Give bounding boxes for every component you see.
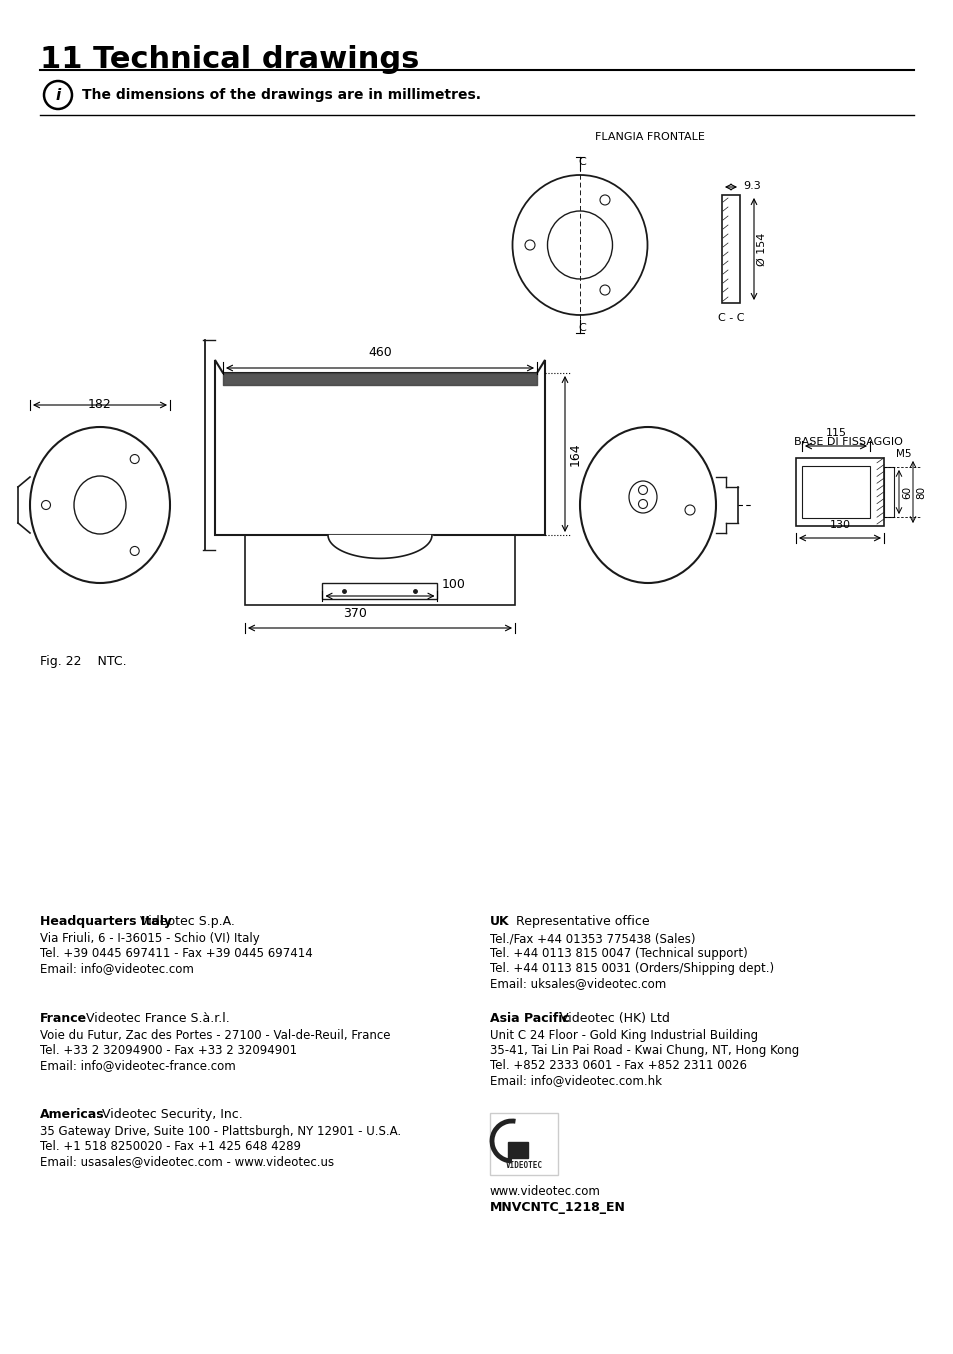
Text: Email: info@videotec.com: Email: info@videotec.com bbox=[40, 961, 193, 975]
Bar bbox=[490, 1113, 558, 1175]
Text: Tel. +852 2333 0601 - Fax +852 2311 0026: Tel. +852 2333 0601 - Fax +852 2311 0026 bbox=[490, 1059, 746, 1072]
Text: Email: usasales@videotec.com - www.videotec.us: Email: usasales@videotec.com - www.video… bbox=[40, 1155, 334, 1169]
Text: BASE DI FISSAGGIO: BASE DI FISSAGGIO bbox=[793, 437, 902, 447]
Text: Voie du Futur, Zac des Portes - 27100 - Val-de-Reuil, France: Voie du Futur, Zac des Portes - 27100 - … bbox=[40, 1029, 390, 1043]
Text: France: France bbox=[40, 1011, 87, 1025]
Text: M5: M5 bbox=[895, 450, 910, 459]
Text: 60: 60 bbox=[901, 486, 911, 498]
Text: 130: 130 bbox=[828, 520, 850, 529]
Text: 35 Gateway Drive, Suite 100 - Plattsburgh, NY 12901 - U.S.A.: 35 Gateway Drive, Suite 100 - Plattsburg… bbox=[40, 1125, 400, 1137]
Text: 35-41, Tai Lin Pai Road - Kwai Chung, NT, Hong Kong: 35-41, Tai Lin Pai Road - Kwai Chung, NT… bbox=[490, 1044, 799, 1057]
Bar bbox=[721, 195, 740, 303]
Text: C: C bbox=[578, 157, 585, 167]
Text: 115: 115 bbox=[824, 428, 845, 437]
Text: 164: 164 bbox=[568, 443, 581, 466]
Text: VIDEOTEC: VIDEOTEC bbox=[505, 1160, 542, 1170]
Bar bbox=[883, 467, 893, 517]
Text: The dimensions of the drawings are in millimetres.: The dimensions of the drawings are in mi… bbox=[82, 88, 480, 102]
Bar bbox=[507, 1141, 527, 1158]
Text: MNVCNTC_1218_EN: MNVCNTC_1218_EN bbox=[490, 1201, 625, 1215]
Text: Videotec S.p.A.: Videotec S.p.A. bbox=[140, 915, 234, 927]
Bar bbox=[801, 466, 869, 519]
Text: Email: info@videotec.com.hk: Email: info@videotec.com.hk bbox=[490, 1074, 661, 1087]
Text: Videotec Security, Inc.: Videotec Security, Inc. bbox=[102, 1108, 242, 1121]
Bar bbox=[245, 535, 515, 605]
Text: Tel. +39 0445 697411 - Fax +39 0445 697414: Tel. +39 0445 697411 - Fax +39 0445 6974… bbox=[40, 946, 313, 960]
Text: Tel./Fax +44 01353 775438 (Sales): Tel./Fax +44 01353 775438 (Sales) bbox=[490, 932, 695, 945]
Text: Unit C 24 Floor - Gold King Industrial Building: Unit C 24 Floor - Gold King Industrial B… bbox=[490, 1029, 758, 1043]
Text: Videotec France S.à.r.l.: Videotec France S.à.r.l. bbox=[86, 1011, 230, 1025]
Text: Email: uksales@videotec.com: Email: uksales@videotec.com bbox=[490, 978, 665, 990]
Bar bbox=[795, 458, 883, 525]
Text: Email: info@videotec-france.com: Email: info@videotec-france.com bbox=[40, 1059, 235, 1072]
Text: 9.3: 9.3 bbox=[742, 181, 760, 191]
Text: Tel. +44 0113 815 0031 (Orders/Shipping dept.): Tel. +44 0113 815 0031 (Orders/Shipping … bbox=[490, 961, 773, 975]
Text: Fig. 22    NTC.: Fig. 22 NTC. bbox=[40, 655, 127, 668]
Text: Representative office: Representative office bbox=[512, 915, 649, 927]
Text: FLANGIA FRONTALE: FLANGIA FRONTALE bbox=[595, 131, 704, 142]
Text: Tel. +1 518 8250020 - Fax +1 425 648 4289: Tel. +1 518 8250020 - Fax +1 425 648 428… bbox=[40, 1140, 301, 1154]
Text: 182: 182 bbox=[88, 398, 112, 412]
Text: 80: 80 bbox=[915, 486, 925, 498]
Text: www.videotec.com: www.videotec.com bbox=[490, 1185, 600, 1198]
Text: Ø 154: Ø 154 bbox=[757, 233, 766, 265]
Text: C - C: C - C bbox=[717, 313, 743, 324]
Text: Headquarters Italy: Headquarters Italy bbox=[40, 915, 172, 927]
Text: Via Friuli, 6 - I-36015 - Schio (VI) Italy: Via Friuli, 6 - I-36015 - Schio (VI) Ita… bbox=[40, 932, 259, 945]
Text: Americas: Americas bbox=[40, 1108, 105, 1121]
Text: C: C bbox=[578, 324, 585, 333]
Text: 100: 100 bbox=[441, 578, 465, 590]
Text: UK: UK bbox=[490, 915, 509, 927]
Text: Asia Pacific: Asia Pacific bbox=[490, 1011, 569, 1025]
Text: Tel. +33 2 32094900 - Fax +33 2 32094901: Tel. +33 2 32094900 - Fax +33 2 32094901 bbox=[40, 1044, 296, 1057]
Text: 11 Technical drawings: 11 Technical drawings bbox=[40, 45, 419, 74]
Text: 460: 460 bbox=[368, 347, 392, 359]
Text: i: i bbox=[55, 88, 61, 103]
Text: Videotec (HK) Ltd: Videotec (HK) Ltd bbox=[559, 1011, 669, 1025]
Bar bbox=[322, 584, 437, 598]
Text: Tel. +44 0113 815 0047 (Technical support): Tel. +44 0113 815 0047 (Technical suppor… bbox=[490, 946, 747, 960]
Text: 370: 370 bbox=[343, 607, 367, 620]
